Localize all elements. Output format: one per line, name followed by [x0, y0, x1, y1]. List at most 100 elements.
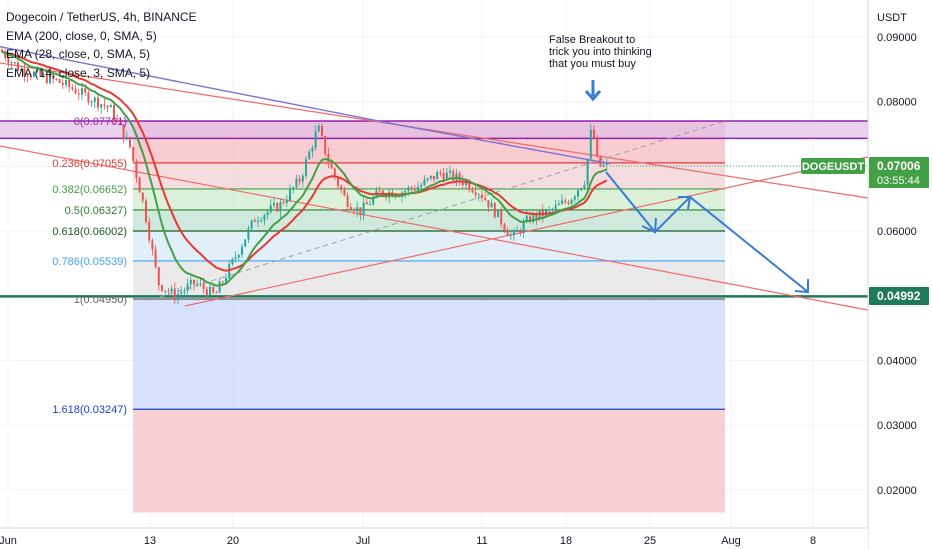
price-tick-label: 0.08000 [877, 97, 917, 109]
legend-ema-28: EMA (28, close, 0, SMA, 5) [6, 47, 150, 61]
candle-body [244, 239, 247, 247]
chart-legend[interactable]: Dogecoin / TetherUS, 4h, BINANCE EMA (20… [6, 10, 197, 80]
candle-body [554, 205, 557, 210]
candle-body [106, 105, 109, 108]
candle-body [532, 213, 535, 222]
candle-body [269, 205, 272, 212]
candle-body [193, 279, 195, 285]
candle-body [394, 196, 397, 198]
candle-body [148, 221, 151, 241]
fib-labels: 0(0.07701) 0.236(0.07055) 0.382(0.06652) 0.… [52, 116, 127, 416]
candle-body [506, 230, 509, 236]
candle-body [116, 119, 119, 121]
candle-body [289, 188, 291, 201]
candle-body [487, 200, 490, 208]
candle-body [372, 197, 375, 205]
projection-arrowhead [678, 196, 692, 210]
candles [1, 46, 608, 305]
candle-body [305, 159, 307, 176]
symbol-badge[interactable]: DOGEUSDT [801, 158, 865, 174]
legend-ema-200: EMA (200, close, 0, SMA, 5) [6, 29, 157, 43]
candle-body [13, 62, 16, 64]
candle-body [525, 216, 528, 223]
candle-body [74, 89, 77, 94]
candle-body [125, 136, 128, 140]
time-tick-label: 11 [476, 535, 487, 547]
candle-body [548, 209, 551, 211]
fib-level-label: 0(0.07701) [74, 116, 127, 128]
candle-body [580, 188, 583, 191]
candle-body [589, 129, 592, 159]
candle-body [285, 200, 288, 204]
price-tick-label: 0.06000 [877, 226, 917, 238]
support-price-badge[interactable]: 0.04992 [869, 287, 929, 305]
last-price-badge[interactable]: 0.07006 03:55:44 [869, 157, 929, 188]
candle-body [250, 220, 253, 229]
candle-body [186, 284, 189, 291]
candle-body [215, 292, 218, 294]
price-tick-label: 0.04000 [877, 356, 917, 368]
candle-body [209, 286, 211, 296]
fib-zone [133, 188, 725, 210]
candle-body [301, 175, 304, 182]
candle-body [266, 211, 269, 216]
candle-body [349, 206, 352, 210]
candle-body [298, 178, 301, 182]
candle-body [369, 204, 371, 206]
candle-body [317, 125, 320, 132]
candle-body [199, 283, 202, 285]
candle-body [231, 258, 234, 265]
candle-body [465, 182, 467, 185]
candle-body [557, 203, 560, 206]
false-breakout-annotation[interactable]: False Breakout to trick you into thinkin… [549, 34, 652, 70]
candle-body [458, 173, 461, 181]
time-axis[interactable] [0, 529, 868, 550]
candle-body [567, 202, 570, 204]
ema-28-line [1, 51, 608, 272]
projection-arrowhead [794, 279, 809, 294]
candle-body [154, 249, 157, 268]
annotation-line-3: that you must buy [549, 58, 636, 70]
candle-body [218, 281, 221, 293]
candle-body [314, 131, 317, 148]
support-price-value: 0.04992 [877, 289, 921, 303]
fib-zone [133, 230, 725, 261]
candle-body [71, 87, 74, 90]
time-tick-label: 18 [560, 535, 572, 547]
candle-body [484, 197, 487, 201]
candle-body [497, 210, 499, 218]
candle-body [29, 76, 32, 78]
candle-body [20, 69, 23, 71]
candle-body [23, 69, 26, 77]
candle-body [471, 190, 474, 193]
price-tick-label: 0.03000 [877, 420, 917, 432]
candle-body [311, 147, 314, 152]
time-tick-label: Aug [721, 535, 741, 547]
price-axis[interactable] [869, 0, 932, 550]
candle-body [221, 281, 224, 283]
candle-body [362, 202, 365, 216]
candle-body [263, 215, 266, 221]
candle-body [113, 105, 115, 120]
candle-body [522, 222, 525, 233]
candle-body [100, 104, 103, 108]
projection-path [605, 171, 809, 293]
candle-body [36, 69, 39, 72]
candle-body [138, 177, 141, 193]
candle-body [68, 80, 71, 88]
candle-body [49, 74, 51, 83]
candle-body [605, 163, 608, 165]
candle-body [253, 220, 256, 222]
candle-body [493, 202, 496, 218]
candle-body [474, 192, 477, 196]
candle-body [247, 228, 250, 240]
fib-level-label: 0.618(0.06002) [52, 226, 127, 238]
candle-body [490, 202, 493, 208]
candle-body [321, 125, 323, 136]
fib-level-label: 1(0.04950) [74, 294, 127, 306]
candle-body [26, 76, 29, 78]
candle-body [481, 194, 483, 198]
candle-body [42, 73, 45, 76]
candle-body [276, 203, 279, 212]
